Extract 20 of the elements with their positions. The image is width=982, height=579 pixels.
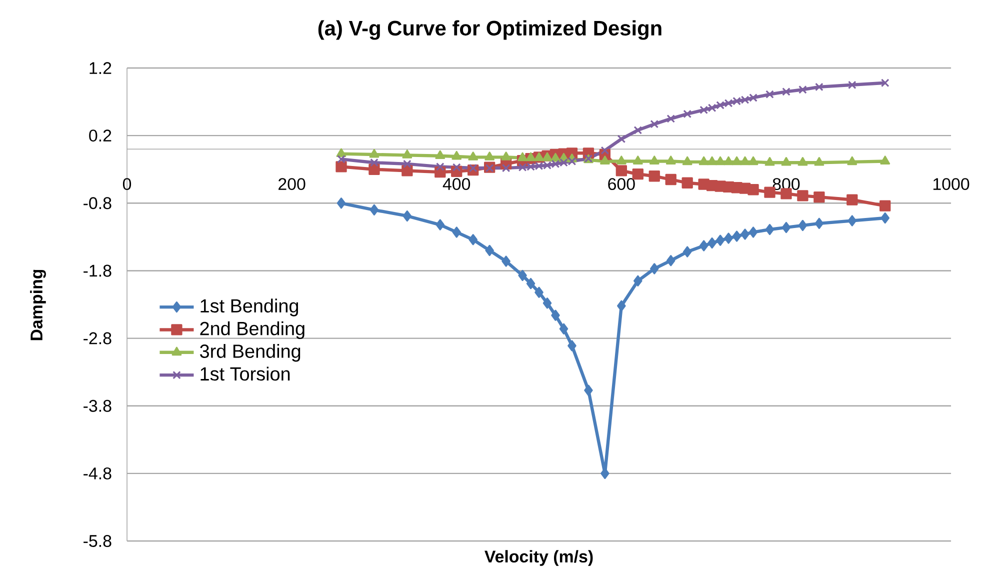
- y-tick-label: -5.8: [84, 535, 112, 547]
- x-axis-title: Velocity (m/s): [484, 550, 593, 566]
- y-tick-label: -0.8: [84, 197, 112, 210]
- y-tick-label: -4.8: [84, 467, 112, 480]
- x-tick-label: 600: [608, 178, 635, 190]
- legend-label: 1st Torsion: [200, 366, 290, 381]
- chart-title: (a) V-g Curve for Optimized Design: [318, 20, 662, 40]
- x-tick-label: 0: [122, 178, 132, 190]
- y-tick-label: -3.8: [84, 400, 112, 412]
- legend-label: 3rd Bending: [200, 344, 300, 362]
- y-tick-label: -1.8: [84, 264, 112, 277]
- x-tick-label: 1000: [933, 178, 970, 190]
- legend-label: 2nd Bending: [200, 321, 304, 340]
- y-tick-label: 1.2: [90, 62, 112, 74]
- legend-label: 1st Bending: [200, 298, 298, 316]
- y-axis-title: Damping: [30, 270, 46, 340]
- x-tick-label: 400: [442, 178, 470, 190]
- x-tick-label: 200: [278, 178, 306, 190]
- y-tick-label: 0.2: [89, 130, 112, 142]
- y-tick-label: -2.8: [84, 332, 112, 344]
